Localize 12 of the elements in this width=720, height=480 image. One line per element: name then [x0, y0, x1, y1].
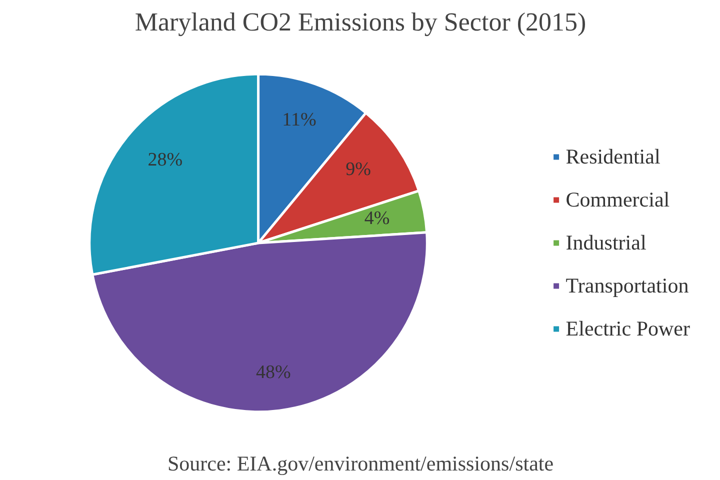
legend-label: Residential	[566, 144, 660, 169]
legend-label: Commercial	[566, 187, 670, 212]
legend-label: Transportation	[566, 273, 689, 298]
data-label: 48%	[256, 362, 292, 383]
data-label: 28%	[148, 149, 183, 170]
data-label: 4%	[364, 208, 390, 230]
chart-title: Maryland CO2 Emissions by Sector (2015)	[134, 8, 586, 36]
data-label: 11%	[282, 110, 316, 131]
legend-label: Electric Power	[566, 316, 690, 341]
data-label: 9%	[346, 159, 372, 180]
legend-label: Industrial	[566, 230, 646, 255]
source-note: Source: EIA.gov/environment/emissions/state	[167, 452, 554, 476]
